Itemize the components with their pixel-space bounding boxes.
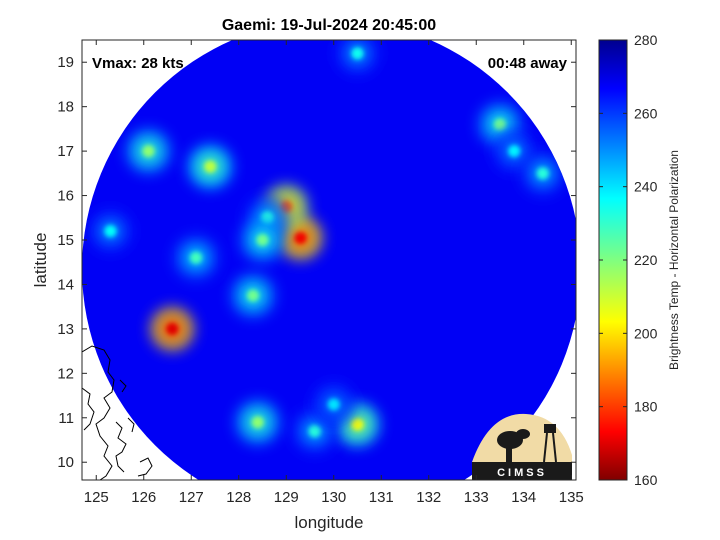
- colorbar-tick-label: 180: [634, 399, 658, 415]
- chart-title: Gaemi: 19-Jul-2024 20:45:00: [222, 17, 436, 34]
- x-tick-label: 129: [274, 489, 299, 506]
- x-tick-label: 132: [416, 489, 441, 506]
- y-tick-label: 16: [57, 188, 74, 205]
- colorbar-label: Brightness Temp - Horizontal Polarizatio…: [667, 150, 681, 370]
- cold-feature: [308, 425, 321, 438]
- y-tick-label: 11: [58, 410, 74, 427]
- colorbar-tick-label: 200: [634, 325, 658, 341]
- cold-feature: [104, 225, 117, 238]
- y-tick-label: 18: [57, 99, 74, 116]
- cold-feature: [247, 289, 259, 302]
- colorbar-ticks: 160 180 200 220 240 260 280: [599, 32, 658, 488]
- cold-feature: [508, 145, 521, 158]
- vmax-label: Vmax: 28 kts: [92, 55, 184, 72]
- y-tick-label: 15: [57, 232, 74, 249]
- coastline: [82, 345, 153, 480]
- y-tick-label: 19: [57, 54, 74, 71]
- plot-frame: [81, 39, 577, 481]
- x-axis: 125 126 127 128 129 130 131 132 133 134 135: [84, 40, 584, 506]
- y-tick-label: 12: [57, 365, 74, 382]
- colorbar: [598, 39, 628, 481]
- x-tick-label: 130: [321, 489, 346, 506]
- cold-feature: [251, 416, 264, 429]
- cold-feature: [166, 322, 179, 335]
- y-tick-label: 17: [57, 143, 74, 160]
- colorbar-tick-label: 160: [634, 472, 658, 488]
- x-tick-label: 127: [179, 489, 204, 506]
- y-tick-label: 13: [57, 321, 74, 338]
- x-tick-label: 133: [464, 489, 489, 506]
- cold-feature: [536, 167, 549, 180]
- cold-feature: [142, 145, 155, 158]
- cold-feature: [190, 251, 202, 264]
- x-tick-label: 135: [559, 489, 584, 506]
- y-axis: 10 11 12 13 14 15 16 17 18 19: [57, 54, 576, 471]
- cold-feature: [204, 160, 217, 173]
- colorbar-tick-label: 280: [634, 32, 658, 48]
- cold-feature: [327, 398, 340, 411]
- time-away-label: 00:48 away: [488, 55, 568, 72]
- cold-feature: [494, 118, 506, 131]
- cold-cloud-layer: [88, 40, 565, 454]
- cold-feature: [351, 47, 364, 60]
- y-tick-label: 14: [57, 276, 74, 293]
- x-tick-label: 134: [511, 489, 536, 506]
- x-axis-label: longitude: [294, 513, 363, 532]
- x-tick-label: 125: [84, 489, 109, 506]
- x-tick-label: 128: [226, 489, 251, 506]
- cold-feature: [256, 234, 269, 246]
- colorbar-tick-label: 260: [634, 105, 658, 121]
- colorbar-tick-label: 220: [634, 252, 658, 268]
- x-tick-label: 131: [369, 489, 394, 506]
- cold-feature: [294, 231, 307, 244]
- cimss-logo-text: CIMSS: [497, 467, 547, 479]
- colorbar-tick-label: 240: [634, 179, 658, 195]
- cold-feature: [351, 418, 364, 431]
- x-tick-label: 126: [131, 489, 156, 506]
- y-axis-label: latitude: [31, 233, 50, 288]
- y-tick-label: 10: [57, 454, 74, 471]
- cimss-logo: CIMSS: [472, 413, 572, 480]
